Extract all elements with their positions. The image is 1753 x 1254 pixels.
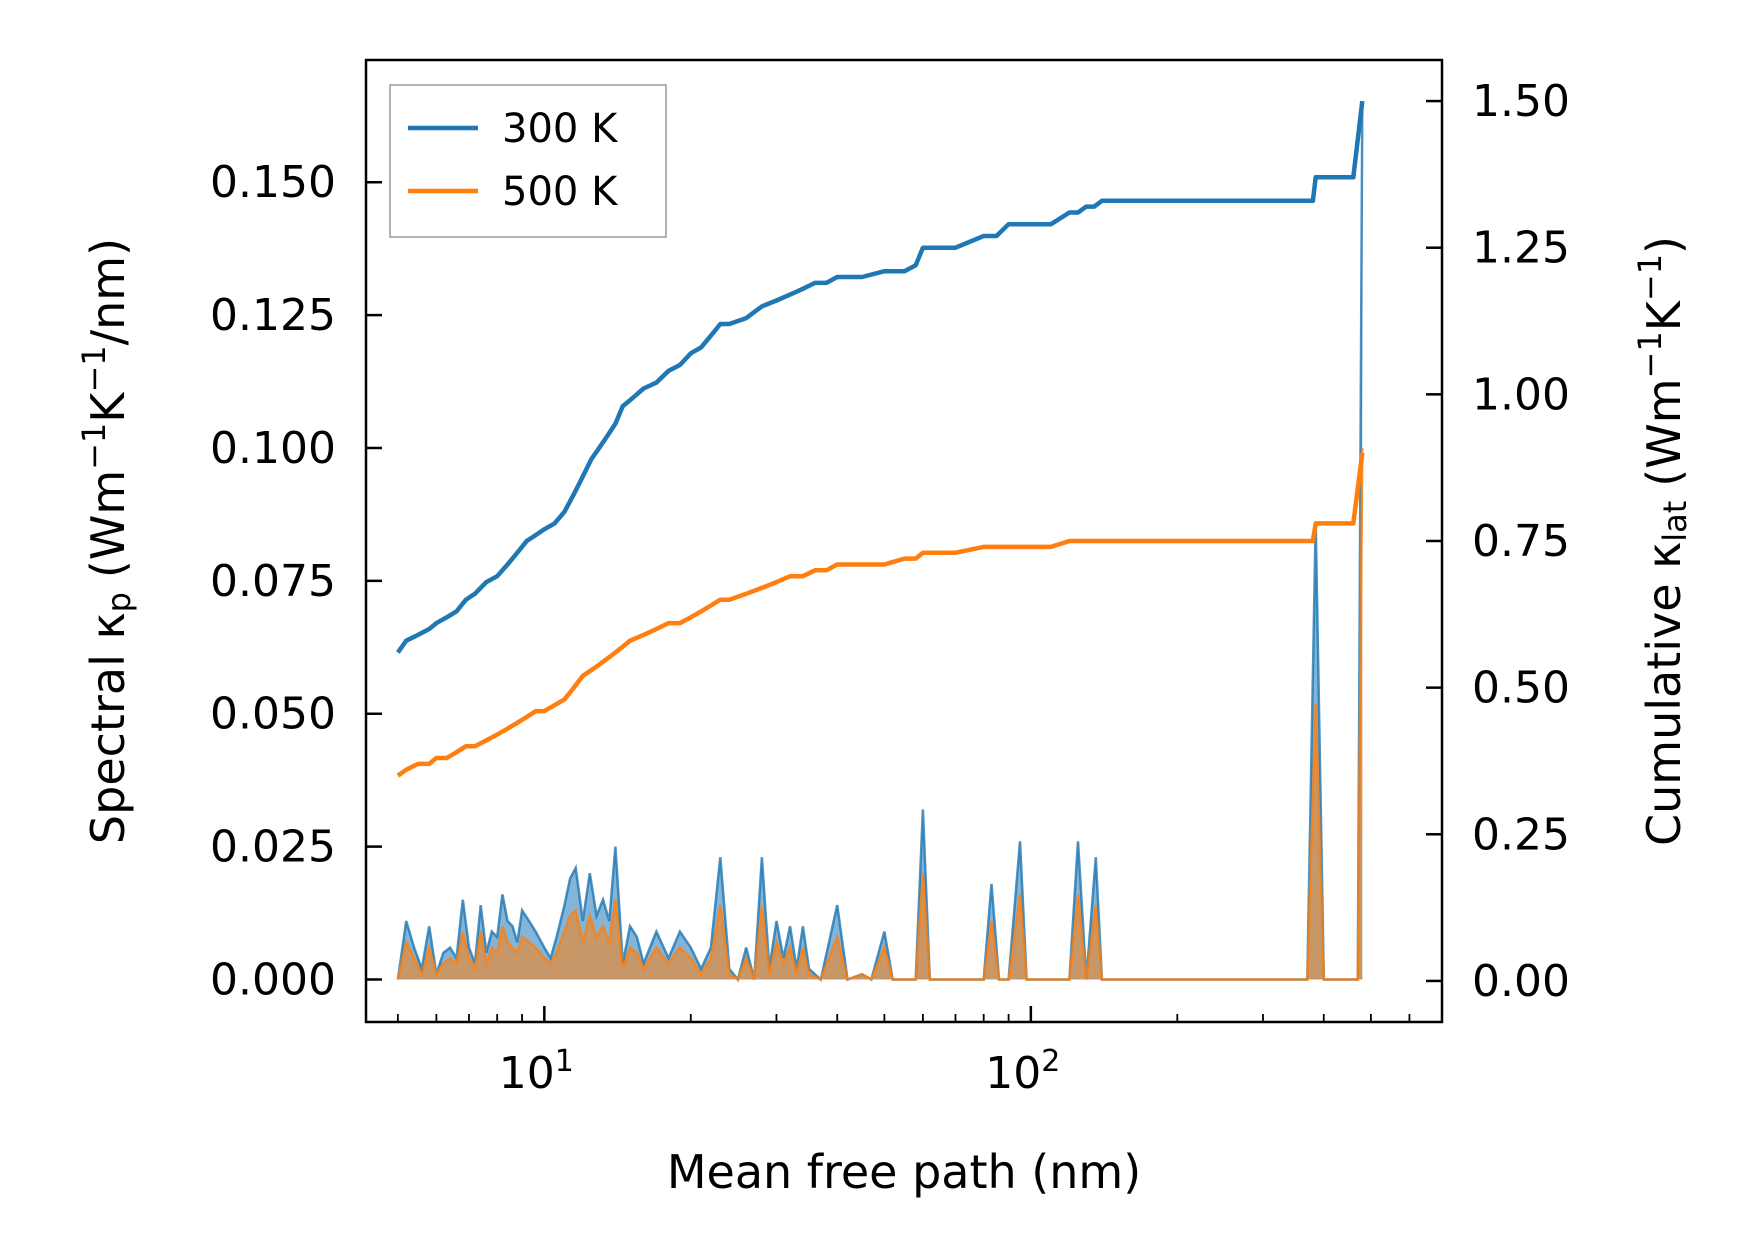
y-left-sub: p [100, 592, 138, 612]
y-left-tail: /nm) [81, 238, 135, 345]
y-left-tick-label-4: 0.100 [210, 423, 336, 474]
legend-label-500k: 500 K [502, 169, 619, 215]
y-left-tick-label-1: 0.025 [210, 822, 336, 873]
spectral-layer [396, 102, 1364, 983]
cumulative-line-500k [396, 452, 1365, 778]
y-right-sup1: −1 [1631, 331, 1669, 378]
y-right-tail: ) [1637, 236, 1691, 254]
y-right-sup2: −1 [1631, 254, 1669, 301]
legend-frame [389, 84, 667, 238]
y-left-main: Spectral κ [81, 612, 135, 844]
y-left-tick-label-2: 0.050 [210, 689, 336, 740]
y-right-main: Cumulative κ [1637, 542, 1691, 846]
y-left-tick-label-5: 0.125 [210, 290, 336, 341]
y-axis-title-right: Cumulative κlat(Wm−1K−1) [1631, 236, 1694, 846]
y-right-tick-label-3: 0.75 [1472, 516, 1570, 567]
ticks-layer: 101 102 0.000 0.025 0.050 0.075 0.100 0.125 0.15… [210, 76, 1570, 1099]
y-right-tick-label-5: 1.25 [1472, 223, 1570, 274]
cumulative-layer [396, 100, 1365, 778]
y-right-mid: K [1637, 299, 1691, 331]
y-right-tick-label-4: 1.00 [1472, 369, 1570, 420]
cumulative-line-300k [396, 100, 1365, 654]
y-left-sup1: −1 [75, 423, 113, 470]
spectral-line-500k [396, 447, 1364, 982]
y-left-unit: (Wm [81, 470, 135, 578]
legend-label-300k: 300 K [502, 106, 619, 152]
y-right-tick-label-1: 0.25 [1472, 809, 1570, 860]
x-tick-label-0: 101 [499, 1044, 574, 1100]
spectral-line-300k [396, 102, 1364, 983]
y-right-tick-label-2: 0.50 [1472, 663, 1570, 714]
y-right-sub: lat [1656, 501, 1694, 542]
y-left-tick-label-3: 0.075 [210, 556, 336, 607]
y-left-mid: K [81, 391, 135, 423]
y-right-tick-label-0: 0.00 [1472, 956, 1570, 1007]
y-right-unit: (Wm [1637, 378, 1691, 486]
spectral-area-500k [397, 448, 1363, 980]
y-axis-title-left: Spectral κp(Wm−1K−1/nm) [75, 238, 138, 844]
legend: 300 K 500 K [389, 84, 667, 238]
x-tick-label-1: 102 [985, 1044, 1060, 1100]
y-left-tick-label-0: 0.000 [210, 954, 336, 1005]
y-left-sup2: −1 [75, 345, 113, 392]
x-axis-title: Mean free path (nm) [667, 1145, 1141, 1199]
y-left-tick-label-6: 0.150 [210, 157, 336, 208]
y-right-tick-label-6: 1.50 [1472, 76, 1570, 127]
